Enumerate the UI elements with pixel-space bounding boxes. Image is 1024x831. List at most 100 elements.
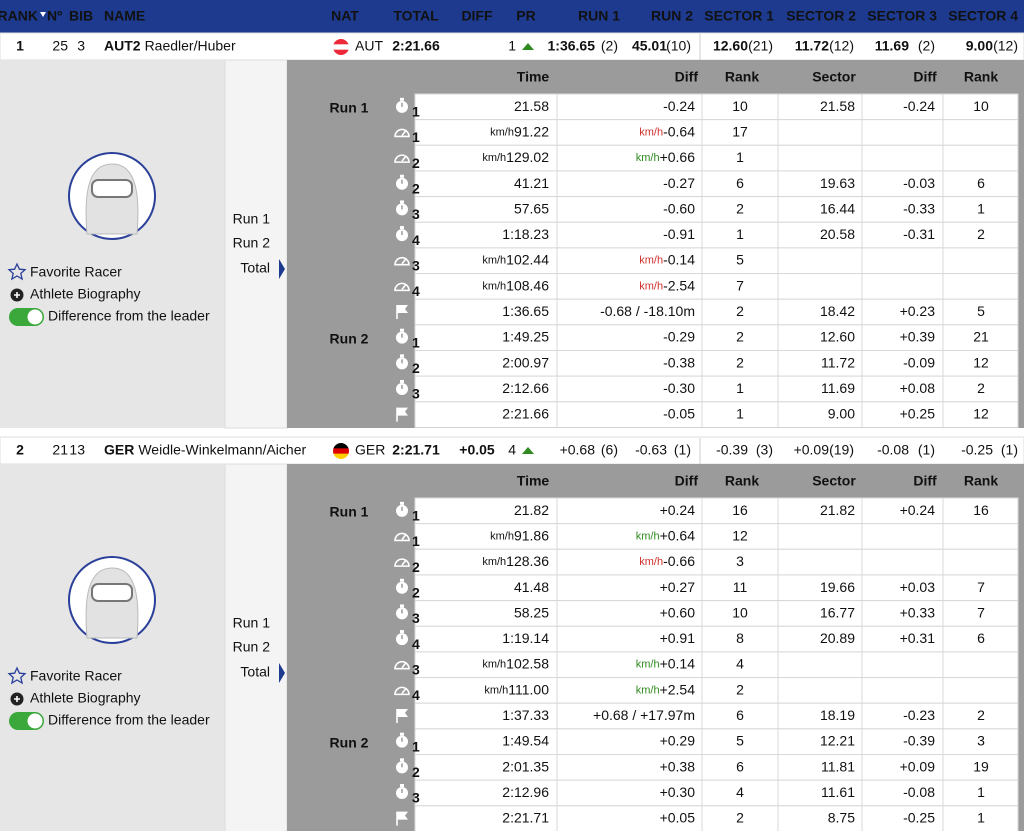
avatar-hood: [85, 163, 139, 235]
stopwatch-icon: [400, 501, 404, 505]
flag-band: [333, 448, 349, 454]
column-header[interactable]: DIFF: [461, 8, 493, 24]
rank: 2: [736, 354, 744, 370]
sector-value: 8.75: [828, 809, 855, 825]
column-header[interactable]: RANK: [0, 8, 38, 24]
action-difference[interactable]: Difference from the leader: [48, 712, 210, 728]
action-favorite[interactable]: Favorite Racer: [30, 668, 122, 684]
run-tab[interactable]: Run 1: [233, 211, 271, 227]
athlete-row[interactable]: [0, 32, 1024, 61]
run-tab[interactable]: Run 2: [233, 235, 271, 251]
run-tab[interactable]: Total: [240, 664, 270, 680]
sector-rank: 12: [973, 405, 989, 421]
column-header[interactable]: RUN 2: [651, 8, 693, 24]
pr: 4: [508, 442, 516, 458]
diff: +0.60: [660, 604, 696, 620]
rank-value: 5: [736, 732, 744, 748]
column-header[interactable]: Nº: [47, 8, 62, 24]
icon-index: 1: [412, 738, 420, 754]
sector-rank: 6: [977, 174, 985, 190]
sector-rank-value: 1: [977, 809, 985, 825]
sector-value: 16.77: [820, 604, 855, 620]
speed-needle: [401, 662, 407, 669]
column-header[interactable]: RUN 1: [578, 8, 620, 24]
athlete-name[interactable]: Weidle-Winkelmann/Aicher: [138, 442, 306, 458]
action-difference[interactable]: Difference from the leader: [48, 308, 210, 324]
sector-rank-value: 12: [973, 405, 989, 421]
run-tab[interactable]: Run 1: [233, 615, 271, 631]
column-header[interactable]: SECTOR 2: [786, 8, 856, 24]
unit: km/h: [490, 126, 514, 138]
sector-value: 19.63: [820, 174, 855, 190]
detail-column-header: Rank: [964, 69, 998, 85]
detail-column-header: Diff: [913, 473, 937, 489]
column-header[interactable]: BIB: [69, 8, 93, 24]
unit: km/h: [636, 684, 660, 696]
column-header[interactable]: NAME: [104, 8, 145, 24]
time: km/h111.00: [484, 681, 549, 697]
team: GER: [104, 442, 134, 458]
sector-value: 20.58: [820, 226, 855, 242]
time: km/h91.22: [490, 123, 549, 139]
rank-value: 2: [736, 681, 744, 697]
diff-value: +0.24: [660, 502, 696, 518]
star-icon[interactable]: [7, 262, 27, 281]
rank: 4: [736, 784, 744, 800]
run-tab[interactable]: Run 2: [233, 639, 271, 655]
column-header[interactable]: SECTOR 1: [704, 8, 774, 24]
sector-diff: +0.08: [900, 380, 936, 396]
column-header[interactable]: PR: [516, 8, 535, 24]
column-header[interactable]: NAT: [331, 8, 359, 24]
time: 21.58: [514, 98, 549, 114]
sector-time: 9.00: [966, 38, 993, 54]
icon-index: 4: [412, 687, 420, 703]
sector-time: -0.39: [716, 442, 748, 458]
sector-rank-value: 2: [977, 380, 985, 396]
action-biography[interactable]: Athlete Biography: [30, 286, 141, 302]
sector-time: +0.09: [794, 442, 830, 458]
diff: -0.24: [663, 98, 695, 114]
rank-value: 5: [736, 251, 744, 267]
diff: km/h-0.14: [639, 251, 695, 267]
diff: km/h-0.66: [639, 553, 695, 569]
action-biography[interactable]: Athlete Biography: [30, 690, 141, 706]
run-label: Run 2: [330, 734, 369, 750]
sector-diff: -0.25: [903, 809, 935, 825]
action-favorite[interactable]: Favorite Racer: [30, 264, 122, 280]
diff: +0.38: [660, 758, 696, 774]
column-header[interactable]: SECTOR 4: [948, 8, 1018, 24]
sector-diff-value: +0.08: [900, 380, 936, 396]
sector-value: 19.66: [820, 578, 855, 594]
sector-diff-value: -0.31: [903, 226, 935, 242]
sector-diff-value: +0.23: [900, 303, 936, 319]
bib: 13: [69, 442, 85, 458]
rank: 6: [736, 758, 744, 774]
diff-value: -0.60: [663, 200, 695, 216]
athlete-row[interactable]: [0, 436, 1024, 465]
sector-rank: (2): [918, 38, 935, 54]
rank: 2: [736, 681, 744, 697]
sector-rank-value: 7: [977, 578, 985, 594]
sector: 16.44: [820, 200, 855, 216]
pr-up-arrow: [522, 447, 534, 454]
star-icon[interactable]: [7, 666, 27, 685]
rank: 10: [732, 604, 748, 620]
time-value: 1:19.14: [502, 630, 549, 646]
icon-index: 2: [412, 180, 420, 196]
diff: -0.91: [663, 226, 695, 242]
diff: +0.27: [660, 578, 696, 594]
rank-value: 4: [736, 655, 744, 671]
speed-needle: [401, 687, 407, 694]
column-header[interactable]: TOTAL: [393, 8, 439, 24]
column-header[interactable]: SECTOR 3: [867, 8, 937, 24]
detail-column-header: Diff: [675, 69, 699, 85]
avatar-goggles: [91, 179, 133, 198]
time: 2:12.66: [502, 380, 549, 396]
unit: km/h: [639, 556, 663, 568]
athlete-name[interactable]: Raedler/Huber: [145, 38, 236, 54]
run-tab[interactable]: Total: [240, 260, 270, 276]
diff: +0.24: [660, 502, 696, 518]
flag: [333, 443, 349, 459]
diff: km/h+0.14: [636, 655, 695, 671]
diff: +0.91: [660, 630, 696, 646]
